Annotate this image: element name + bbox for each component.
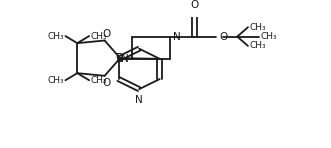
Text: CH₃: CH₃ xyxy=(250,23,266,32)
Text: CH₃: CH₃ xyxy=(47,76,64,85)
Text: O: O xyxy=(102,29,111,39)
Text: CH₃: CH₃ xyxy=(90,32,107,41)
Text: N: N xyxy=(135,95,143,105)
Text: CH₃: CH₃ xyxy=(90,76,107,85)
Text: N: N xyxy=(173,32,181,42)
Text: O: O xyxy=(220,32,228,42)
Text: B: B xyxy=(116,52,124,65)
Text: O: O xyxy=(102,78,111,88)
Text: N: N xyxy=(121,54,128,64)
Text: O: O xyxy=(190,0,199,10)
Text: CH₃: CH₃ xyxy=(47,32,64,41)
Text: CH₃: CH₃ xyxy=(250,41,266,50)
Text: CH₃: CH₃ xyxy=(260,32,277,41)
